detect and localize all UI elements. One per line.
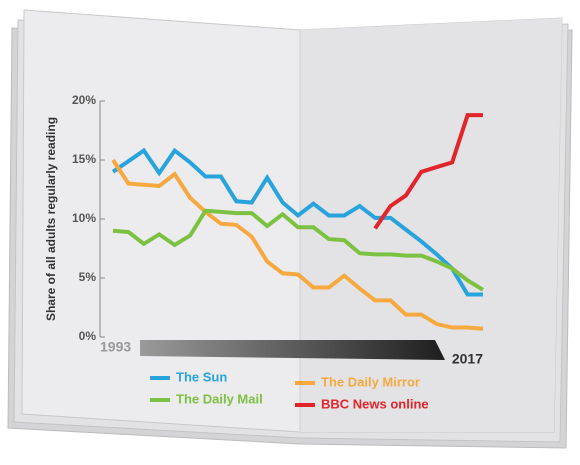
x-tick-label: 2017 [452, 351, 483, 367]
legend-label: BBC News online [321, 396, 429, 411]
legend-label: The Daily Mail [176, 391, 263, 406]
legend-label: The Sun [176, 369, 227, 384]
book [7, 9, 573, 449]
series-line [111, 147, 483, 297]
y-tick-label: 15% [72, 152, 96, 166]
y-tick-label: 0% [79, 329, 97, 343]
series-line [111, 158, 484, 331]
series-line [373, 113, 483, 230]
time-arrow [140, 340, 445, 360]
y-axis-label: Share of all adults regularly reading [44, 117, 58, 321]
series-line [112, 208, 485, 292]
y-tick-label: 10% [72, 211, 96, 225]
y-tick-label: 20% [72, 93, 96, 107]
y-tick-label: 5% [79, 270, 97, 284]
x-tick-label: 1993 [100, 339, 131, 355]
legend-label: The Daily Mirror [321, 374, 420, 389]
